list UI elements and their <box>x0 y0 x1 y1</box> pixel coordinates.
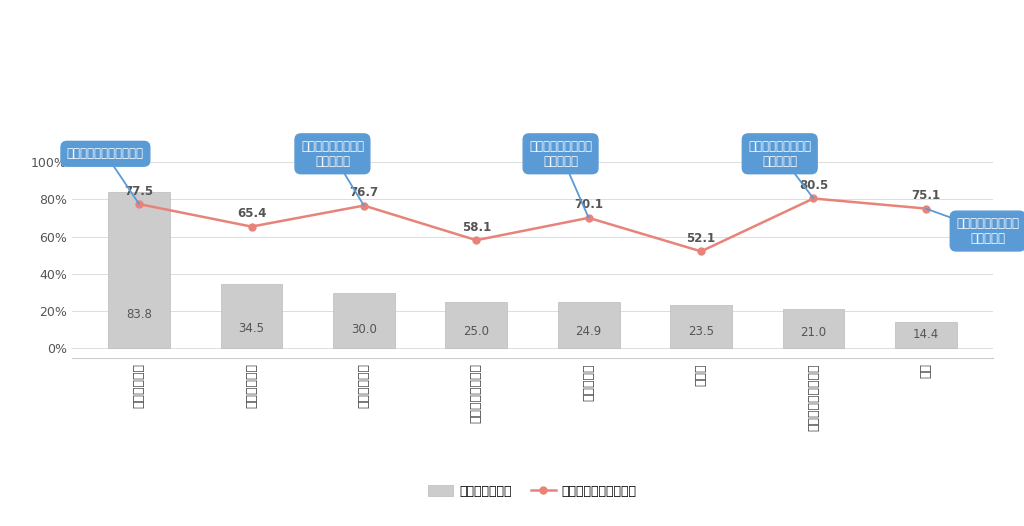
Text: 具体的アドバイスが
欲しかった: 具体的アドバイスが 欲しかった <box>926 208 1019 245</box>
Bar <box>109 193 170 348</box>
Bar <box>445 302 507 348</box>
Text: 83.8: 83.8 <box>126 308 152 321</box>
Text: 70.1: 70.1 <box>574 198 603 211</box>
Bar <box>895 321 956 348</box>
Text: 具体的アドバイスが
欲しかった: 具体的アドバイスが 欲しかった <box>529 140 592 218</box>
Text: 25.0: 25.0 <box>463 325 489 338</box>
Text: 21.0: 21.0 <box>801 326 826 339</box>
Text: 30.0: 30.0 <box>351 323 377 336</box>
Text: 76.7: 76.7 <box>349 186 379 199</box>
Bar <box>220 284 283 348</box>
Text: 14.4: 14.4 <box>912 328 939 341</box>
Bar <box>782 309 845 348</box>
Text: 77.5: 77.5 <box>125 185 154 198</box>
Text: 52.1: 52.1 <box>686 232 716 245</box>
Bar <box>333 292 395 348</box>
Bar <box>558 302 620 348</box>
Text: 23.5: 23.5 <box>688 325 714 338</box>
Text: 80.5: 80.5 <box>799 179 828 192</box>
Text: 58.1: 58.1 <box>462 221 490 234</box>
Text: 34.5: 34.5 <box>239 322 264 335</box>
Bar <box>670 305 732 348</box>
Text: 24.9: 24.9 <box>575 325 602 338</box>
Text: 共感してもらいたかった: 共感してもらいたかった <box>67 147 144 204</box>
Text: 75.1: 75.1 <box>911 189 940 202</box>
Legend: 悩んでいる割合, 相談し、解消した割合: 悩んでいる割合, 相談し、解消した割合 <box>423 480 642 503</box>
Text: 具体的アドバイスが
欲しかった: 具体的アドバイスが 欲しかった <box>749 140 813 198</box>
Text: 具体的アドバイスが
欲しかった: 具体的アドバイスが 欲しかった <box>301 140 364 206</box>
Text: 65.4: 65.4 <box>237 207 266 220</box>
